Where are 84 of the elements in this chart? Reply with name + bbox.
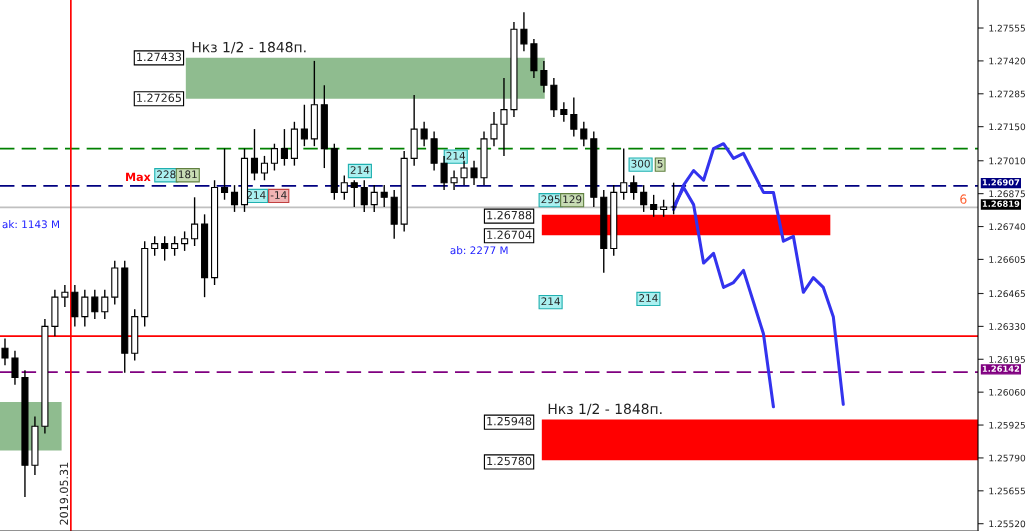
candlestick xyxy=(250,128,259,181)
candlestick xyxy=(300,104,308,147)
candlestick xyxy=(470,160,478,186)
candlestick xyxy=(61,284,69,308)
candlestick xyxy=(270,143,278,172)
candlestick xyxy=(520,11,528,52)
annotation: 228 xyxy=(157,170,176,179)
annotation: 214 xyxy=(350,166,370,174)
annotation: 1.27265 xyxy=(137,93,181,102)
annotation: 214 xyxy=(639,294,658,302)
y-tick-label: 1.26605 xyxy=(989,256,1025,263)
candlestick xyxy=(350,179,358,208)
annotation: 300 xyxy=(631,159,650,168)
candlestick xyxy=(380,184,388,208)
annotation: 181 xyxy=(178,170,197,179)
candlestick xyxy=(230,184,239,213)
y-tick-label: 1.27420 xyxy=(989,57,1026,65)
band-label: Нкз 1/2 - 1848п. xyxy=(192,41,306,54)
y-tick-label: 1.26330 xyxy=(989,323,1026,330)
y-tick-label: 1.26465 xyxy=(989,290,1025,298)
ref-line-label: 1.26142 xyxy=(982,365,1020,372)
band-label: Нкз 1/2 - 1848п. xyxy=(548,403,662,416)
candlestick xyxy=(101,289,109,320)
annotation: 1.25948 xyxy=(487,416,532,426)
annotation: 5 xyxy=(657,159,663,168)
candlestick xyxy=(620,147,628,201)
candlestick xyxy=(81,289,89,328)
candlestick xyxy=(340,174,348,201)
candlestick xyxy=(500,77,508,157)
candlestick xyxy=(570,96,578,138)
annotation: ab: 2277 M xyxy=(450,246,508,255)
x-tick-label: 2019.05.31 xyxy=(59,462,69,525)
ref-line-label: 1.26907 xyxy=(982,179,1020,186)
candlestick xyxy=(151,235,159,257)
candlestick xyxy=(560,101,568,123)
candlestick xyxy=(650,194,658,218)
candlestick xyxy=(11,350,19,386)
y-tick-label: 1.25655 xyxy=(989,487,1025,495)
annotation: 129 xyxy=(563,195,582,204)
y-tick-label: 1.25790 xyxy=(989,454,1026,462)
candlestick xyxy=(171,235,179,257)
candlestick xyxy=(161,235,169,262)
candlestick xyxy=(640,184,648,213)
y-tick-label: 1.26195 xyxy=(989,356,1025,363)
candlestick xyxy=(91,289,99,320)
annotation: 214 xyxy=(446,151,466,160)
y-tick-label: 1.26060 xyxy=(989,388,1026,396)
annotation: 214 xyxy=(247,191,266,199)
candlestick xyxy=(220,147,229,201)
candlestick xyxy=(1,337,9,367)
candlestick xyxy=(580,121,588,147)
y-tick-label: 1.27285 xyxy=(989,90,1025,98)
candlestick xyxy=(440,155,448,191)
annotation: -14 xyxy=(270,191,287,199)
annotation: 214 xyxy=(541,297,560,306)
annotation: 1.26704 xyxy=(487,230,532,239)
annotation: ak: 1143 M xyxy=(2,220,59,229)
annotation: 1.27433 xyxy=(137,52,182,62)
candlestick xyxy=(360,179,368,213)
y-tick-label: 1.27150 xyxy=(989,123,1026,131)
candlestick xyxy=(490,111,498,147)
annotation: 295 xyxy=(541,195,560,204)
candlestick xyxy=(460,160,468,186)
y-tick-label: 1.25520 xyxy=(989,520,1026,528)
y-tick-label: 1.26875 xyxy=(989,190,1025,198)
candlestick xyxy=(450,169,458,191)
candlestick xyxy=(420,121,428,147)
candlestick xyxy=(191,196,199,247)
y-tick-label: 1.27555 xyxy=(989,24,1025,32)
y-tick-label: 1.25925 xyxy=(989,421,1025,429)
candlestick xyxy=(670,181,678,216)
candlestick xyxy=(181,230,189,252)
candlestick xyxy=(280,128,288,167)
candlestick xyxy=(630,174,638,201)
y-tick-label: 1.27010 xyxy=(989,157,1026,165)
candlestick xyxy=(540,60,548,94)
annotation: 1.26788 xyxy=(487,210,532,220)
annotation: 6 xyxy=(960,194,967,204)
candlestick xyxy=(260,155,269,181)
y-tick-label: 1.26740 xyxy=(989,223,1026,231)
candlestick xyxy=(370,184,378,213)
annotation: 1.25780 xyxy=(487,456,532,466)
annotation: Max xyxy=(126,172,151,182)
ref-line-label: 1.26819 xyxy=(982,200,1020,207)
